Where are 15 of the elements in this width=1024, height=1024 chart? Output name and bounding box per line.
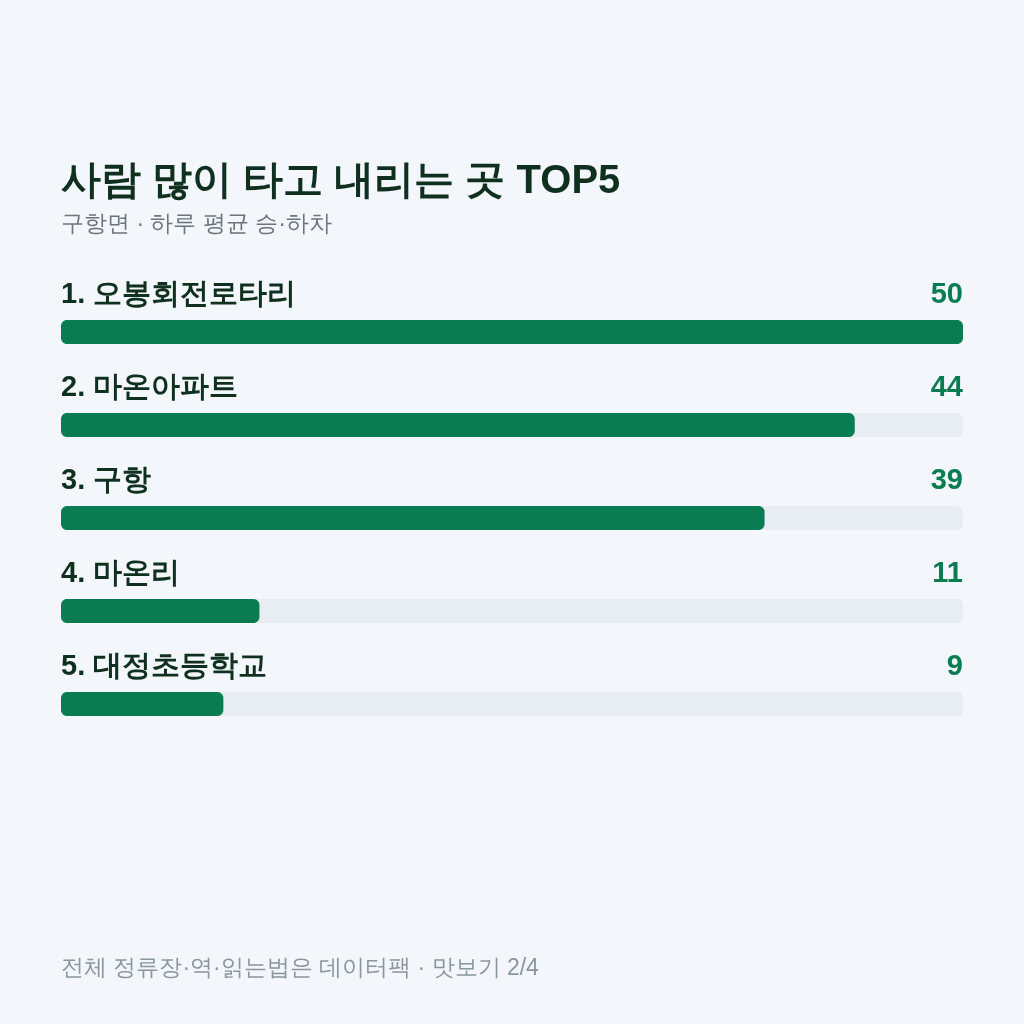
data-label: 50 [930,277,963,309]
y-tick-label: 1. 오봉회전로타리 [61,277,297,309]
data-label: 44 [930,370,963,402]
text: 전체 정류장·역·읽는법은 데이터팩 · 맛보기 2/4 [61,954,540,980]
chart-title: 사람 많이 타고 내리는 곳 TOP5 [61,157,621,201]
y-tick-label: 2. 마온아파트 [61,370,239,402]
bar [61,599,260,623]
bar [61,692,224,716]
y-tick-label: 4. 마온리 [61,556,181,588]
y-tick-label: 3. 구항 [61,463,152,495]
data-label: 39 [930,463,963,495]
chart-subtitle: 구항면 · 하루 평균 승·하차 [61,210,332,236]
data-label: 9 [946,649,963,681]
y-tick-label: 5. 대정초등학교 [61,649,268,681]
data-label: 11 [932,556,963,588]
